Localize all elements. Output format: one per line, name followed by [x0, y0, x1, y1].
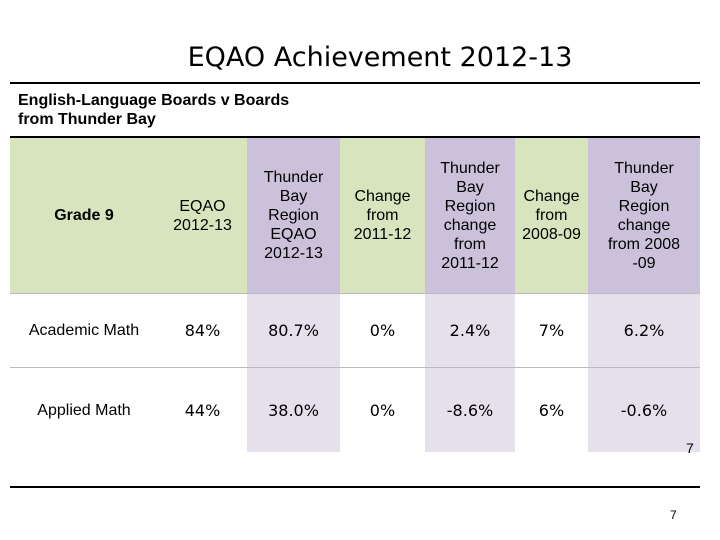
cell-region-eqao: 38.0%: [247, 367, 340, 452]
cell-change-2011: 0%: [340, 293, 425, 368]
cell-region-change-2008: 6.2%: [588, 293, 700, 368]
header-region-change-2008-line-3: Region: [618, 197, 670, 215]
header-row: Grade 9 EQAO 2012-13 Thunder Bay Region …: [10, 138, 700, 294]
slide-title: EQAO Achievement 2012-13: [187, 42, 573, 73]
header-change-2011-line-1: Change: [354, 188, 411, 205]
header-region-change-2011-line-2: Bay: [456, 178, 484, 196]
header-change-2011: Change from 2011-12: [340, 138, 425, 294]
header-eqao-line-2: 2012-13: [173, 216, 232, 234]
header-grade-line: Grade 9: [54, 207, 114, 224]
cell-region-eqao: 80.7%: [247, 293, 340, 368]
header-change-2008-line-1: Change: [523, 188, 580, 205]
subtitle-line-2: from Thunder Bay: [18, 111, 156, 128]
header-region-eqao-line-1: Thunder: [263, 169, 324, 186]
cell-eqao: 44%: [184, 400, 221, 420]
header-region-change-2008-line-4: change: [617, 216, 671, 234]
header-region-change-2011-line-4: change: [443, 216, 497, 234]
slide-subtitle: English-Language Boards v Boards from Th…: [18, 91, 289, 129]
header-grade: Grade 9: [10, 138, 158, 294]
row-label: Applied Math: [37, 401, 131, 419]
subtitle-line-1: English-Language Boards v Boards: [18, 92, 290, 109]
cell-change-2008: 7%: [515, 293, 588, 368]
header-eqao: EQAO 2012-13: [158, 138, 247, 294]
cell-region-change-2011: 2.4%: [425, 293, 515, 368]
header-region-change-2008-line-1: Thunder: [614, 159, 674, 177]
header-region-change-2011-line-5: from: [454, 235, 486, 253]
header-region-eqao-line-5: 2012-13: [264, 245, 323, 262]
header-region-eqao: Thunder Bay Region EQAO 2012-13: [247, 138, 340, 294]
cell-change-2008: 6%: [538, 400, 565, 420]
header-region-change-2011-line-1: Thunder: [440, 159, 500, 177]
header-region-change-2011-line-6: 2011-12: [441, 254, 499, 272]
achievement-table: Grade 9 EQAO 2012-13 Thunder Bay Region …: [10, 138, 700, 452]
page-number: 7: [686, 440, 694, 456]
header-eqao-line-1: EQAO: [179, 197, 226, 215]
header-region-change-2011-line-3: Region: [444, 197, 496, 215]
header-region-change-2008-line-5: from 2008: [607, 235, 681, 253]
row-label: Academic Math: [10, 293, 158, 368]
header-region-change-2008-line-6: -09: [632, 254, 656, 272]
cell-region-change-2008: -0.6%: [588, 367, 700, 452]
header-change-2008: Change from 2008-09: [515, 138, 588, 294]
title-divider: [10, 82, 700, 84]
header-region-change-2008-line-2: Bay: [630, 178, 658, 196]
header-region-change-2011: Thunder Bay Region change from 2011-12: [425, 138, 515, 294]
header-change-2008-line-3: 2008-09: [522, 226, 581, 243]
header-region-eqao-line-4: EQAO: [270, 226, 317, 243]
cell-change-2011: 0%: [369, 400, 396, 420]
header-region-change-2008: Thunder Bay Region change from 2008 -09: [588, 138, 700, 294]
cell-eqao: 84%: [158, 293, 247, 368]
header-change-2008-line-2: from: [535, 207, 568, 224]
header-change-2011-line-3: 2011-12: [353, 226, 412, 243]
footer-page-number: 7: [670, 508, 677, 522]
header-change-2011-line-2: from: [366, 207, 399, 224]
footer-divider: [10, 486, 700, 488]
subtitle-divider: [10, 136, 700, 138]
header-region-eqao-line-2: Bay: [279, 188, 308, 205]
table-row: Applied Math 44% 38.0% 0% -8.6% 6% -0.6%: [10, 367, 700, 452]
table-row: Academic Math 84% 80.7% 0% 2.4% 7% 6.2%: [10, 293, 700, 368]
cell-region-change-2011: -8.6%: [425, 367, 515, 452]
header-region-eqao-line-3: Region: [268, 207, 319, 224]
